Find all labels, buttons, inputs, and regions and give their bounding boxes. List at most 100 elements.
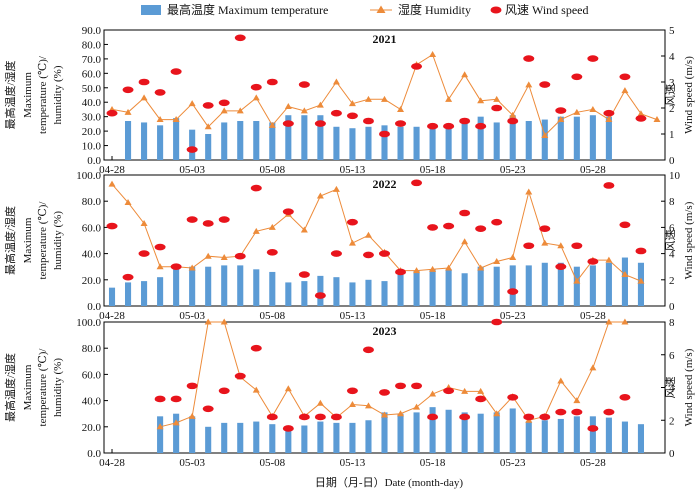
humidity-point [589,105,597,112]
humidity-point [541,131,549,138]
y-right-label: 风速 [664,230,677,252]
x-tick-label: 05-23 [500,164,526,176]
wind-speed-point [523,413,535,421]
humidity-point [461,238,469,245]
temperature-bar [205,426,212,453]
x-tick-label: 05-08 [259,310,285,322]
humidity-point [252,94,260,101]
temperature-bar [621,421,628,453]
y-left-tick-label: 30.0 [82,112,102,124]
humidity-point [220,318,228,325]
x-tick-label: 05-13 [340,310,366,322]
wind-speed-point [298,271,310,278]
temperature-bar [381,281,388,306]
wind-speed-point [459,117,471,125]
humidity-point [188,264,196,271]
temperature-bar [317,275,324,306]
humidity-point [348,100,356,107]
humidity-point [348,239,356,246]
humidity-point [525,81,533,88]
temperature-bar [509,265,516,306]
wind-speed-point [346,112,358,120]
humidity-point [172,116,180,123]
wind-speed-point [491,104,503,112]
x-tick-label: 04-28 [99,457,125,469]
humidity-point [140,94,148,101]
wind-speed-point [443,222,455,230]
temperature-bar [589,416,596,453]
wind-speed-point [555,263,567,271]
wind-speed-point [443,387,455,395]
wind-speed-point [330,250,342,257]
humidity-point [573,277,581,284]
x-tick-label: 05-18 [420,457,446,469]
wind-speed-point [555,107,567,114]
wind-speed-point [507,288,519,295]
humidity-point [300,226,308,233]
temperature-bar [333,422,340,453]
y-right-label: Wind speed (m/s) [683,348,695,426]
temperature-bar [253,421,260,453]
temperature-bar [189,416,196,453]
temperature-bar [269,424,276,453]
wind-speed-point [122,86,134,94]
humidity-point [316,101,324,108]
humidity-point [188,100,196,107]
y-left-tick-label: 60.0 [82,68,102,80]
humidity-point [621,87,629,94]
y-right-tick-label: 0 [669,301,675,313]
y-right-tick-label: 6 [669,222,675,234]
wind-speed-point [362,251,374,259]
y-left-label: 最高温度/湿度 [3,206,17,275]
temperature-bar [221,265,228,306]
y-left-tick-label: 60.0 [82,222,102,234]
temperature-bar [429,269,436,306]
temperature-bar [397,274,404,306]
wind-speed-point [427,413,439,421]
humidity-point [156,116,164,123]
humidity-point [156,423,164,430]
wind-speed-point [635,247,647,255]
y-right-tick-label: 0 [669,155,675,167]
humidity-point [204,252,212,259]
wind-speed-point [106,109,118,117]
temperature-bar [237,121,244,160]
temperature-bar [621,257,628,306]
wind-speed-point [186,216,198,223]
temperature-bar [349,128,356,160]
y-right-tick-label: 10 [669,170,681,182]
temperature-bar [461,119,468,160]
humidity-point [541,239,549,246]
x-tick-label: 05-03 [179,164,205,176]
humidity-point [637,110,645,117]
y-left-tick-label: 40.0 [82,249,102,261]
temperature-bar [349,422,356,453]
temperature-bar [605,262,612,306]
wind-speed-point [314,292,326,299]
humidity-point [413,403,421,410]
temperature-bar [205,134,212,160]
wind-speed-point [555,408,567,416]
humidity-point [220,254,228,261]
temperature-bar [253,269,260,306]
temperature-bar [365,279,372,306]
wind-speed-point [234,252,246,260]
wind-speed-point [170,395,182,403]
humidity-point [172,419,180,426]
x-tick-label: 05-28 [580,457,606,469]
wind-speed-point [234,372,246,380]
wind-speed-point [571,408,583,416]
y-left-tick-label: 0.0 [87,155,101,167]
y-left-label: Maximum [22,217,34,263]
y-right-tick-label: 2 [669,103,675,115]
wind-speed-point [587,258,599,265]
humidity-point [605,256,613,263]
humidity-point [381,95,388,102]
wind-speed-point [395,120,407,127]
legend-line-marker [376,5,386,13]
y-left-label: Maximum [22,72,34,118]
y-left-tick-label: 50.0 [82,83,102,95]
y-right-tick-label: 8 [669,196,675,208]
x-tick-label: 05-23 [500,457,526,469]
temperature-bar [525,421,532,453]
